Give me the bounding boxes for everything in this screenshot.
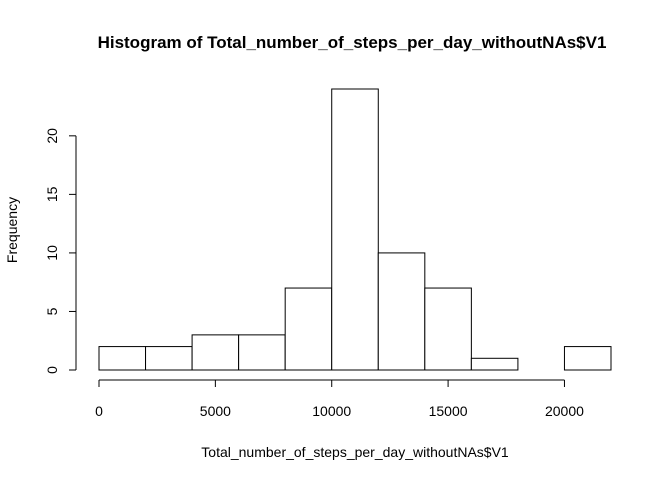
histogram-bar bbox=[145, 346, 193, 371]
y-tick-label: 10 bbox=[44, 245, 60, 261]
x-tick-label: 0 bbox=[95, 403, 103, 419]
chart-title: Histogram of Total_number_of_steps_per_d… bbox=[98, 33, 607, 52]
histogram-bar bbox=[424, 287, 472, 371]
x-tick-label: 5000 bbox=[200, 403, 231, 419]
y-axis-label: Frequency bbox=[4, 197, 20, 263]
histogram-bar bbox=[377, 252, 426, 371]
x-tick-label: 10000 bbox=[312, 403, 351, 419]
bars-group bbox=[98, 88, 612, 371]
x-tick-label: 15000 bbox=[429, 403, 468, 419]
y-axis: 0 5 10 15 20 bbox=[44, 128, 77, 374]
y-tick-label: 15 bbox=[44, 186, 60, 202]
histogram-bar bbox=[238, 334, 286, 371]
histogram-bar bbox=[191, 334, 240, 371]
x-axis-label: Total_number_of_steps_per_day_withoutNAs… bbox=[201, 444, 509, 460]
x-tick-label: 20000 bbox=[545, 403, 584, 419]
histogram-bar bbox=[470, 357, 519, 371]
y-tick-label: 0 bbox=[44, 366, 60, 374]
histogram-bar bbox=[98, 346, 147, 371]
histogram-bar bbox=[284, 287, 333, 371]
y-tick-label: 5 bbox=[44, 307, 60, 315]
y-tick-label: 20 bbox=[44, 128, 60, 144]
histogram-bar bbox=[563, 346, 612, 371]
histogram-bar bbox=[331, 88, 379, 371]
x-axis: 0 5000 10000 15000 20000 bbox=[95, 379, 584, 419]
